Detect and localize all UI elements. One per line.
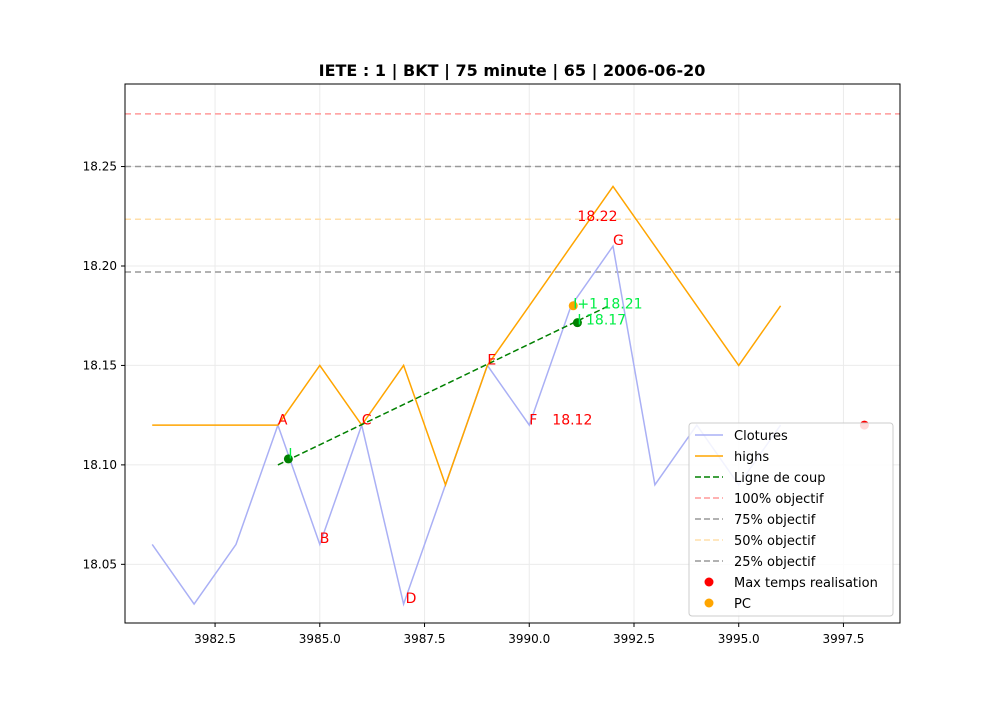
- y-tick-label: 18.20: [83, 259, 117, 273]
- annotation: E: [487, 352, 496, 368]
- marker-point: [572, 318, 582, 328]
- annotation: G: [613, 233, 624, 249]
- annotation: I+1 18.21: [573, 296, 642, 312]
- x-tick-label: 3990.0: [508, 632, 550, 646]
- y-tick-label: 18.15: [83, 358, 117, 372]
- legend-label: Ligne de coup: [734, 471, 825, 486]
- legend-label: Max temps realisation: [734, 576, 878, 591]
- legend-label: Clotures: [734, 429, 788, 444]
- legend-label: 50% objectif: [734, 534, 816, 549]
- legend-label: highs: [734, 450, 769, 465]
- annotation: I 18.17: [577, 313, 626, 329]
- annotation: A: [278, 413, 288, 429]
- x-tick-label: 3987.5: [404, 632, 446, 646]
- legend-marker: [704, 577, 714, 587]
- legend-marker: [704, 598, 714, 608]
- y-tick-label: 18.25: [83, 160, 117, 174]
- y-tick-label: 18.10: [83, 458, 117, 472]
- y-tick-label: 18.05: [83, 557, 117, 571]
- annotation: I: [288, 447, 292, 463]
- legend-label: PC: [734, 597, 751, 612]
- annotation: B: [320, 531, 330, 547]
- annotations: A B C D E F 18.12 G 18.22 I I+1 18.21I 18.17: [278, 209, 643, 607]
- marker-point: [283, 454, 293, 464]
- series-line: [277, 305, 610, 466]
- x-tick-label: 3985.0: [299, 632, 341, 646]
- legend-label: 100% objectif: [734, 492, 824, 507]
- x-tick-label: 3995.0: [718, 632, 760, 646]
- legend-label: 25% objectif: [734, 555, 816, 570]
- annotation: 18.22: [577, 209, 617, 225]
- annotation: C: [362, 413, 372, 429]
- objective-lines: [125, 113, 900, 273]
- annotation: 18.12: [552, 413, 592, 429]
- series-lines: [151, 185, 782, 607]
- scatter-point: [568, 301, 578, 311]
- chart-title: IETE : 1 | BKT | 75 minute | 65 | 2006-0…: [319, 61, 706, 81]
- plot-frame: [124, 83, 901, 624]
- annotation: F: [529, 413, 537, 429]
- x-tick-label: 3992.5: [613, 632, 655, 646]
- axis-ticks: 3982.5 3985.0 3987.5 3990.0 3992.5 3995.0 3997…: [83, 160, 865, 646]
- annotation: D: [406, 591, 417, 607]
- legend-box: [688, 422, 894, 617]
- grid: [125, 84, 900, 623]
- series-line: [152, 185, 782, 488]
- x-tick-label: 3997.5: [822, 632, 864, 646]
- x-tick-label: 3982.5: [194, 632, 236, 646]
- legend-label: 75% objectif: [734, 513, 816, 528]
- legend: Clotures highs Ligne de coup 100% objectif 7…: [688, 422, 894, 617]
